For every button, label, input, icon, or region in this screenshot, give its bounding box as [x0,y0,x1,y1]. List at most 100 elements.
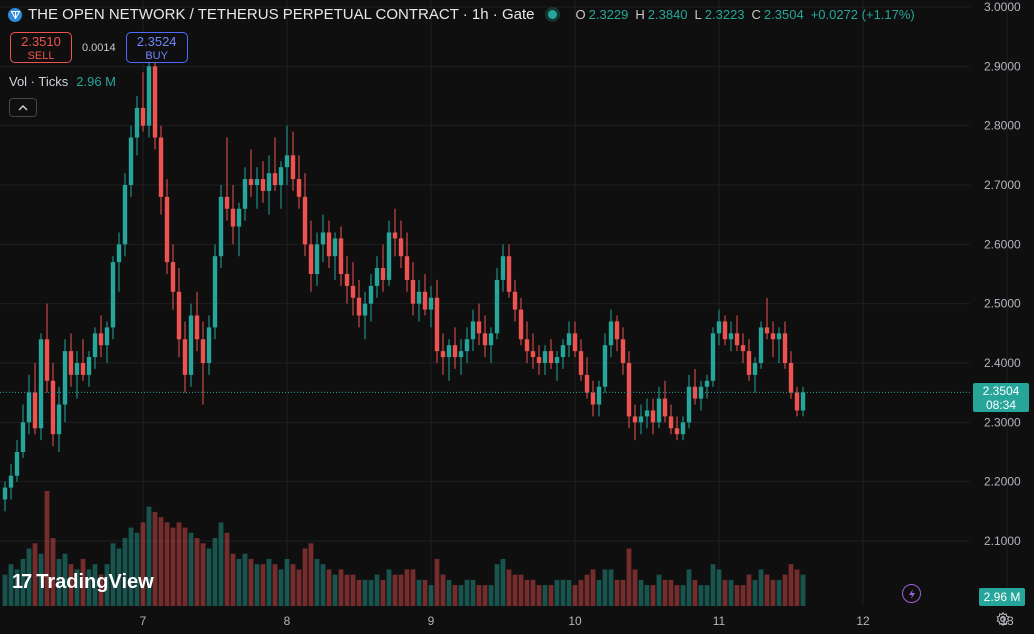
y-tick-label: 2.3000 [984,415,1021,429]
candle-body [410,279,416,304]
candle-body [638,416,644,423]
lightning-icon[interactable] [902,584,921,603]
tradingview-logo-icon: 17 [12,571,32,593]
volume-bar [536,585,542,606]
sell-button[interactable]: 2.3510 SELL [10,32,72,63]
volume-bar [158,517,164,606]
candle-body [44,339,50,381]
volume-legend[interactable]: Vol · Ticks 2.96 M [9,74,116,89]
volume-legend-label: Vol · Ticks [9,74,69,89]
candle-body [74,363,80,375]
candle-body [668,416,674,429]
volume-bar [80,558,86,606]
candle-body [2,487,8,500]
volume-bar [194,538,200,606]
candle-body [542,351,548,363]
candle-body [68,351,74,375]
volume-bar [140,522,146,606]
candle-body [788,363,794,393]
candle-body [572,333,578,352]
candle-body [698,386,704,399]
candle-body [452,345,458,358]
volume-bar [458,585,464,606]
collapse-legend-button[interactable] [9,98,37,117]
volume-bar [422,579,428,606]
volume-bar [770,579,776,606]
candle-body [380,268,386,280]
candle-body [560,345,566,358]
volume-bar [698,585,704,606]
candle-body [278,167,284,185]
buy-price: 2.3524 [136,34,177,49]
candle-body [752,363,758,375]
volume-bar [206,548,212,606]
candle-body [332,238,338,257]
volume-bar [296,569,302,606]
candle-body [56,404,62,435]
volume-bar [638,579,644,606]
volume-bar [482,585,488,606]
volume-bar [116,548,122,606]
open-value: 2.3229 [588,7,629,22]
candle-body [746,351,752,375]
volume-bar [566,579,572,606]
candle-body [188,315,194,375]
candle-body [704,380,710,387]
volume-bar [368,579,374,606]
time-axis[interactable]: 7 8 9 10 11 12 13 [140,614,1014,628]
candle-body [32,392,38,429]
candle-body [578,351,584,375]
volume-bar [728,579,734,606]
candle-body [230,208,236,227]
candle-body [98,333,104,346]
volume-bar [686,569,692,606]
symbol-title[interactable]: THE OPEN NETWORK / TETHERUS PERPETUAL CO… [28,6,535,23]
volume-bar [662,579,668,606]
candle-body [386,232,392,280]
y-tick-label: 2.9000 [984,59,1021,73]
candle-body [422,291,428,310]
ohlc-readout: O 2.3229 H 2.3840 L 2.3223 C 2.3504 +0.0272 … [575,7,918,22]
candle-body [122,185,128,245]
candle-body [476,321,482,334]
volume-bar [416,579,422,606]
candle-body [362,303,368,316]
buy-label: BUY [145,50,168,62]
candle-body [584,374,590,393]
price-axis[interactable]: 3.0000 2.9000 2.8000 2.7000 2.6000 2.5000 2.40… [984,0,1021,548]
candle-body [566,333,572,346]
volume-bar [242,553,248,606]
candle-body [734,333,740,346]
candle-body [464,339,470,352]
candle-body [62,351,68,405]
buy-button[interactable]: 2.3524 BUY [125,32,188,63]
volume-bar [26,548,32,606]
candle-body [728,333,734,340]
candle-body [206,327,212,363]
bar-countdown: 08:34 [985,398,1017,412]
volume-bar [326,569,332,606]
volume-bar [680,585,686,606]
candle-body [440,351,446,358]
volume-bar [626,548,632,606]
last-price-label: 2.3504 08:34 [973,383,1029,412]
volume-bar [668,579,674,606]
volume-bar [8,564,14,606]
volume-bar [446,579,452,606]
candle-body [128,137,134,185]
candle-body [134,107,140,138]
volume-bar [494,564,500,606]
volume-bar [428,585,434,606]
candle-body [662,398,668,417]
trade-panel: 2.3510 SELL 0.0014 2.3524 BUY [10,32,188,63]
x-tick-label: 12 [856,614,870,628]
y-tick-label: 3.0000 [984,0,1021,14]
candle-body [770,333,776,340]
tradingview-watermark[interactable]: 17 TradingView [12,571,154,594]
volume-bar [146,506,152,606]
candle-body [536,357,542,363]
candle-body [194,315,200,340]
gear-icon[interactable] [996,611,1010,629]
volume-bar [236,558,242,606]
